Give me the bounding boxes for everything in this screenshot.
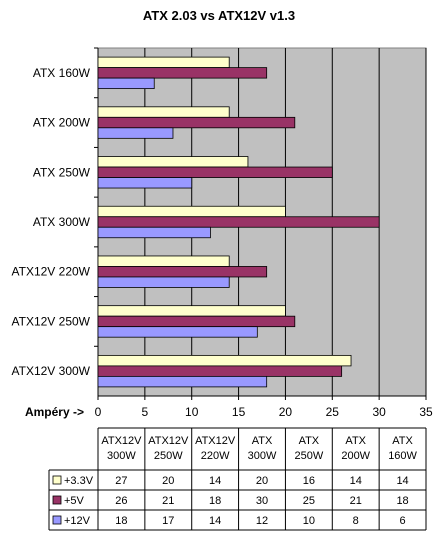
table-cell: 14 xyxy=(209,515,221,527)
bar-5v-atx12v-300w xyxy=(97,365,343,377)
table-cell: 6 xyxy=(400,515,406,527)
table-header-line2: 300W xyxy=(107,450,136,462)
legend-swatch-3-3v xyxy=(52,475,62,485)
data-table: ATX12V 300W ATX12V 250W ATX12V 220W ATX 300W ATX… xyxy=(48,427,427,531)
table-cell: 21 xyxy=(162,495,174,507)
bar-3-3v-atx-300w xyxy=(97,205,286,218)
table-header-line2: 250W xyxy=(154,450,183,462)
bar-3-3v-atx12v-220w xyxy=(97,255,230,267)
table-header-line1: ATX xyxy=(252,435,273,447)
table-header-line1: ATX xyxy=(299,435,320,447)
category-labels: ATX 160W ATX 200W ATX 250W ATX 300W ATX12V 2… xyxy=(12,47,98,378)
bars xyxy=(97,56,380,388)
x-tick-label-10: 10 xyxy=(185,405,199,419)
legend-label-5v: +5V xyxy=(64,495,85,507)
category-label-atx-300w: ATX 300W xyxy=(33,215,91,229)
table-header-line1: ATX xyxy=(345,435,366,447)
table-cell: 21 xyxy=(350,495,362,507)
x-tick-label-30: 30 xyxy=(372,405,386,419)
table-header-line2: 200W xyxy=(341,450,370,462)
table-cell: 12 xyxy=(256,515,268,527)
bar-3-3v-atx12v-300w xyxy=(97,354,352,367)
legend-swatch-12v xyxy=(52,515,62,525)
table-cell: 17 xyxy=(162,515,174,527)
bar-3-3v-atx-200w xyxy=(97,106,230,118)
category-label-atx12v-300w: ATX12V 300W xyxy=(12,364,91,378)
bar-3-3v-atx-250w xyxy=(97,156,249,168)
chart-title: ATX 2.03 vs ATX12V v1.3 xyxy=(143,8,295,23)
x-tick-label-25: 25 xyxy=(326,405,340,419)
legend-label-3-3v: +3.3V xyxy=(64,475,94,487)
table-cell: 25 xyxy=(303,495,315,507)
bar-5v-atx12v-250w xyxy=(97,315,296,328)
table-cell: 18 xyxy=(209,495,221,507)
table-cell: 16 xyxy=(303,475,315,487)
legend-label-12v: +12V xyxy=(64,515,91,527)
bar-12v-atx-200w xyxy=(97,127,174,139)
table-cell: 30 xyxy=(256,495,268,507)
category-label-atx-200w: ATX 200W xyxy=(33,116,91,130)
bar-12v-atx12v-250w xyxy=(97,326,258,338)
bar-5v-atx-160w xyxy=(97,67,268,79)
bar-5v-atx-250w xyxy=(97,166,333,178)
x-tick-label-0: 0 xyxy=(95,405,102,419)
category-label-atx-160w: ATX 160W xyxy=(33,66,91,80)
x-tick-label-35: 35 xyxy=(419,405,433,419)
table-cell: 10 xyxy=(303,515,315,527)
x-axis-ticks: 0 5 10 15 20 25 30 35 xyxy=(95,396,433,419)
table-cell: 8 xyxy=(353,515,359,527)
x-axis-label: Ampéry -> xyxy=(25,405,84,419)
table-header-line1: ATX12V xyxy=(101,435,142,447)
bar-12v-atx-250w xyxy=(97,177,193,189)
bar-3-3v-atx12v-250w xyxy=(97,305,286,317)
table-header-line1: ATX12V xyxy=(148,435,189,447)
table-cell: 20 xyxy=(162,475,174,487)
table-cell: 14 xyxy=(396,475,408,487)
x-tick-label-20: 20 xyxy=(279,405,293,419)
bar-12v-atx12v-220w xyxy=(97,276,230,288)
category-label-atx-250w: ATX 250W xyxy=(33,165,91,179)
table-header-line2: 160W xyxy=(388,450,417,462)
table-header-line2: 220W xyxy=(201,450,230,462)
table-cell: 14 xyxy=(209,475,221,487)
table-cell: 26 xyxy=(115,495,127,507)
table-cell: 14 xyxy=(350,475,362,487)
bar-5v-atx-200w xyxy=(97,116,296,129)
table-header-line2: 250W xyxy=(294,450,323,462)
bar-5v-atx12v-220w xyxy=(97,266,268,278)
table-cell: 27 xyxy=(115,475,127,487)
table-cell: 20 xyxy=(256,475,268,487)
bar-3-3v-atx-160w xyxy=(97,56,230,69)
bar-12v-atx-300w xyxy=(97,226,211,239)
table-header-line1: ATX12V xyxy=(195,435,236,447)
bar-12v-atx-160w xyxy=(97,77,155,90)
table-cell: 18 xyxy=(396,495,408,507)
x-tick-label-15: 15 xyxy=(232,405,246,419)
table-cell: 18 xyxy=(115,515,127,527)
category-label-atx12v-220w: ATX12V 220W xyxy=(12,265,91,279)
bar-5v-atx-300w xyxy=(97,216,380,228)
category-label-atx12v-250w: ATX12V 250W xyxy=(12,314,91,328)
x-tick-label-5: 5 xyxy=(142,405,149,419)
table-header-line1: ATX xyxy=(392,435,413,447)
legend-swatch-5v xyxy=(52,495,62,505)
table-header-line2: 300W xyxy=(248,450,277,462)
bar-12v-atx12v-300w xyxy=(97,375,268,388)
